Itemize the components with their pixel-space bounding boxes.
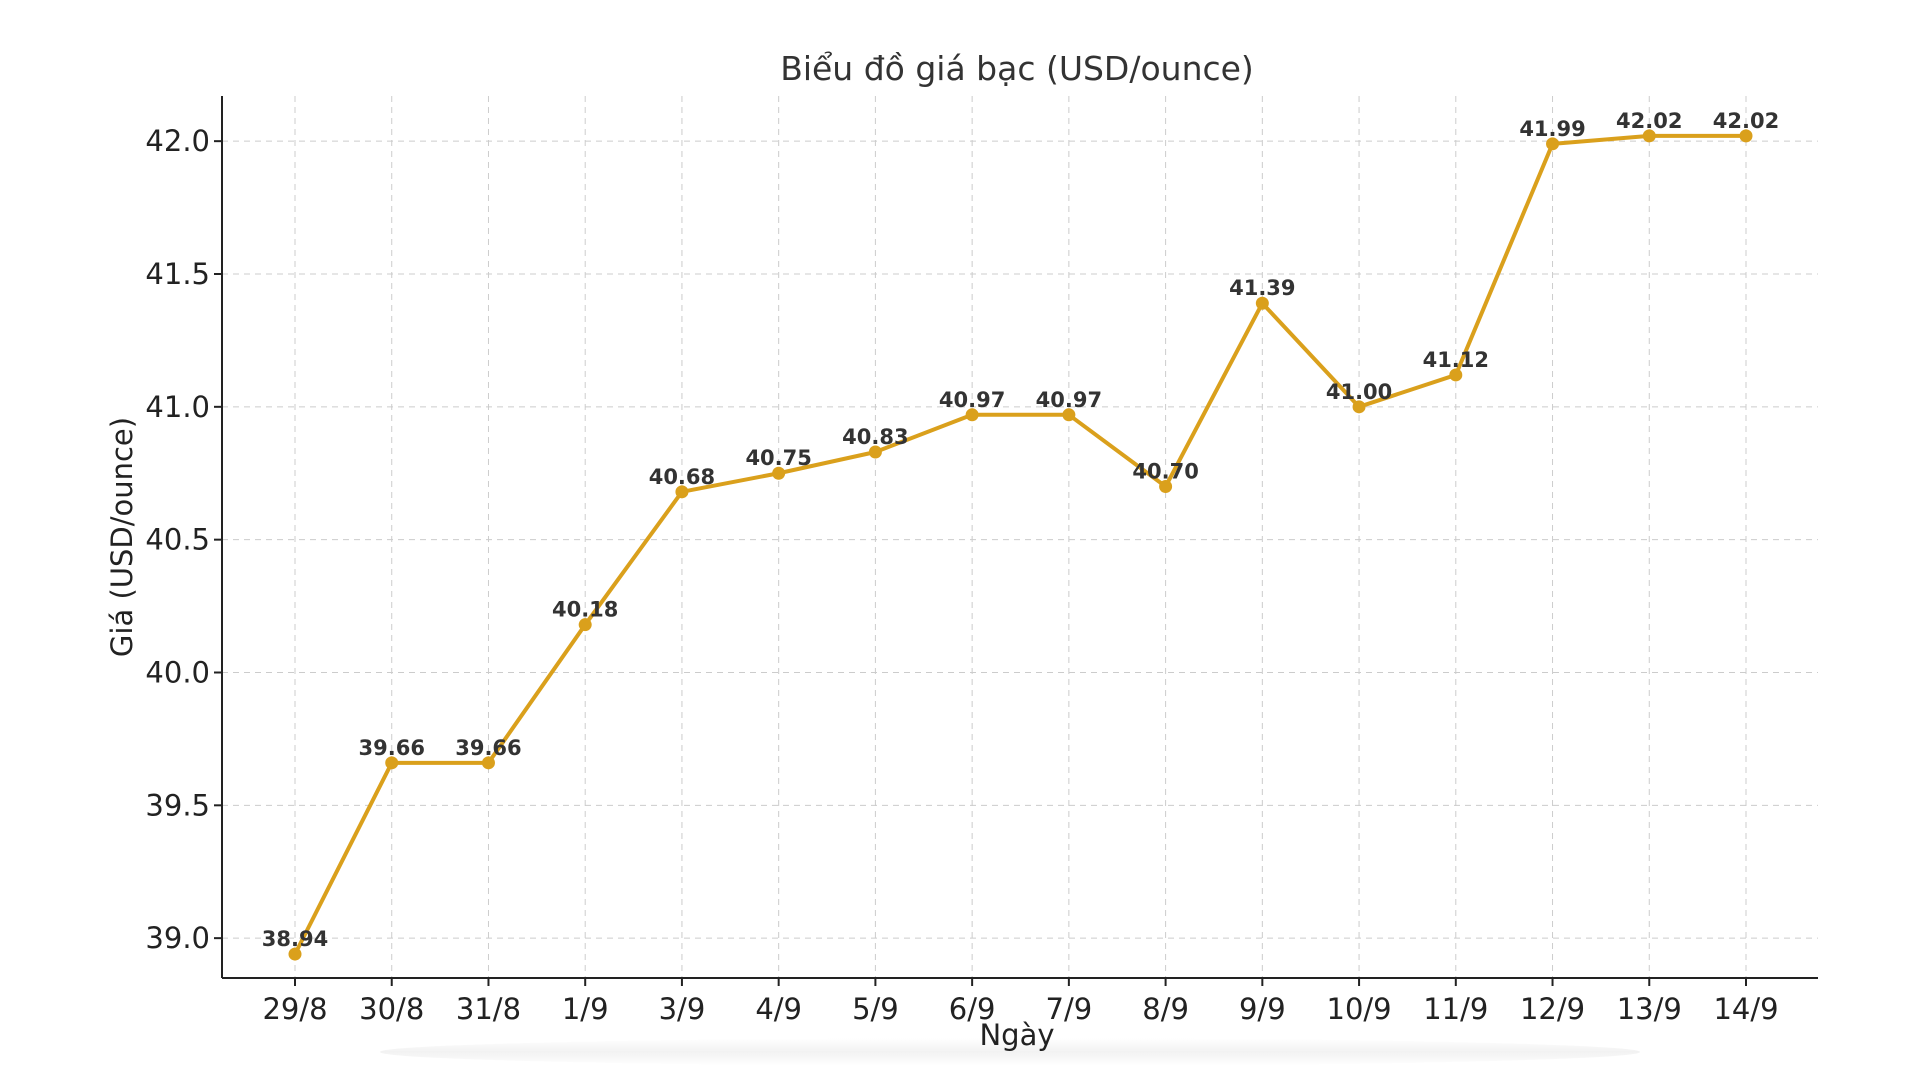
data-point	[1352, 400, 1366, 414]
y-tick-label: 41.0	[145, 390, 210, 424]
y-tick-label: 42.0	[145, 124, 210, 158]
x-tick-label: 11/9	[1423, 992, 1488, 1026]
data-point	[1739, 129, 1753, 143]
data-point	[772, 466, 786, 480]
data-label: 40.68	[649, 465, 715, 489]
data-label: 42.02	[1713, 109, 1779, 133]
grid-layer	[222, 96, 1818, 978]
data-label: 40.83	[842, 425, 908, 449]
data-label: 39.66	[359, 736, 425, 760]
data-label: 40.75	[745, 446, 811, 470]
x-tick-label: 10/9	[1327, 992, 1392, 1026]
data-point	[481, 756, 495, 770]
data-label: 42.02	[1616, 109, 1682, 133]
x-tick-label: 31/8	[456, 992, 521, 1026]
y-tick-label: 40.0	[145, 655, 210, 689]
data-point	[675, 485, 689, 499]
x-tick-label: 12/9	[1520, 992, 1585, 1026]
data-point	[1642, 129, 1656, 143]
data-label: 39.66	[455, 736, 521, 760]
data-label-layer: 38.94 39.66 39.66 40.18 40.68 40.75 40.83 40.97…	[262, 109, 1779, 951]
bottom-shadow	[380, 1038, 1640, 1066]
x-tick-label: 5/9	[852, 992, 899, 1026]
data-point	[578, 618, 592, 632]
series-layer	[288, 129, 1753, 961]
x-tick-label: 30/8	[359, 992, 424, 1026]
x-tick-label: 29/8	[262, 992, 327, 1026]
y-tick-label: 40.5	[145, 523, 210, 557]
x-tick-label: 13/9	[1617, 992, 1682, 1026]
x-tick-label: 1/9	[562, 992, 609, 1026]
data-label: 41.99	[1519, 117, 1585, 141]
data-label: 40.18	[552, 598, 618, 622]
data-point	[288, 947, 302, 961]
y-tick-label: 39.0	[145, 921, 210, 955]
x-tick-label: 9/9	[1239, 992, 1286, 1026]
data-point	[1546, 137, 1560, 151]
x-axis-label: Ngày	[979, 1018, 1054, 1052]
data-point	[1449, 368, 1463, 382]
chart-title: Biểu đồ giá bạc (USD/ounce)	[780, 49, 1254, 88]
data-point	[965, 408, 979, 422]
data-point	[1062, 408, 1076, 422]
x-tick-label: 8/9	[1142, 992, 1189, 1026]
data-point	[1159, 480, 1173, 494]
data-label: 40.97	[939, 388, 1005, 412]
data-label: 41.12	[1423, 348, 1489, 372]
data-label: 41.39	[1229, 276, 1295, 300]
data-point	[385, 756, 399, 770]
data-point	[1255, 296, 1269, 310]
x-tick-label: 7/9	[1046, 992, 1093, 1026]
axis-layer: 29/8 30/8 31/8 1/9 3/9 4/9 5/9 6/9 7/9 8/9 9/9 10/9…	[145, 96, 1818, 1026]
x-tick-label: 6/9	[949, 992, 996, 1026]
x-tick-label: 4/9	[755, 992, 802, 1026]
y-tick-label: 41.5	[145, 257, 210, 291]
data-label: 38.94	[262, 927, 328, 951]
data-label: 40.70	[1132, 460, 1198, 484]
x-tick-label: 14/9	[1713, 992, 1778, 1026]
y-axis-label: Giá (USD/ounce)	[105, 417, 139, 657]
data-label: 40.97	[1036, 388, 1102, 412]
series-line	[293, 133, 1746, 955]
data-label: 41.00	[1326, 380, 1392, 404]
data-point	[868, 445, 882, 459]
y-tick-label: 39.5	[145, 788, 210, 822]
x-tick-label: 3/9	[659, 992, 706, 1026]
